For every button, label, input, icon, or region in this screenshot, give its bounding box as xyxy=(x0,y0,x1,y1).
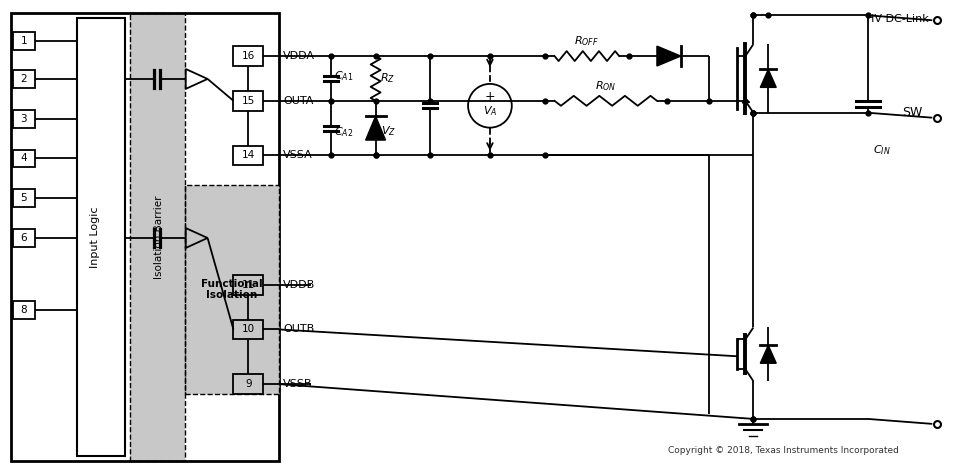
Text: 14: 14 xyxy=(242,151,255,160)
Polygon shape xyxy=(657,46,681,66)
Bar xyxy=(130,13,184,461)
Text: 10: 10 xyxy=(242,324,255,335)
Text: Functional
Isolation: Functional Isolation xyxy=(201,279,263,301)
Text: HV DC-Link: HV DC-Link xyxy=(866,14,929,24)
Text: 4: 4 xyxy=(20,153,27,163)
Text: 1: 1 xyxy=(20,36,27,46)
Bar xyxy=(12,229,34,247)
Text: $R_{ON}$: $R_{ON}$ xyxy=(595,79,617,93)
Text: 5: 5 xyxy=(20,193,27,203)
Bar xyxy=(233,320,264,339)
Bar xyxy=(184,185,279,394)
Text: $C_{A2}$: $C_{A2}$ xyxy=(334,125,353,139)
Bar xyxy=(12,189,34,207)
Text: $C_{A1}$: $C_{A1}$ xyxy=(334,69,353,84)
Text: 3: 3 xyxy=(20,114,27,124)
Text: $R_{OFF}$: $R_{OFF}$ xyxy=(574,34,600,48)
Bar xyxy=(233,91,264,111)
Text: Input Logic: Input Logic xyxy=(91,206,100,268)
Text: Copyright © 2018, Texas Instruments Incorporated: Copyright © 2018, Texas Instruments Inco… xyxy=(668,446,899,455)
Bar xyxy=(77,18,125,455)
Text: VDDB: VDDB xyxy=(283,280,315,290)
Polygon shape xyxy=(366,116,386,140)
Bar xyxy=(12,32,34,50)
Bar xyxy=(12,150,34,168)
Text: VSSB: VSSB xyxy=(283,379,312,389)
Bar xyxy=(233,275,264,295)
Text: $R_Z$: $R_Z$ xyxy=(379,72,394,85)
Text: 15: 15 xyxy=(242,96,255,106)
Text: +: + xyxy=(484,90,496,103)
Text: $C_{IN}$: $C_{IN}$ xyxy=(873,143,890,157)
Bar xyxy=(12,110,34,127)
Text: VSSA: VSSA xyxy=(283,151,313,160)
Text: OUTB: OUTB xyxy=(283,324,314,335)
Text: 2: 2 xyxy=(20,74,27,84)
Bar xyxy=(130,13,184,461)
Text: Isolation Barrier: Isolation Barrier xyxy=(154,195,164,279)
Text: 6: 6 xyxy=(20,233,27,243)
Bar xyxy=(233,46,264,66)
Text: SW: SW xyxy=(902,106,923,119)
Text: 9: 9 xyxy=(245,379,252,389)
Text: 11: 11 xyxy=(242,280,255,290)
Bar xyxy=(12,301,34,319)
Bar xyxy=(233,145,264,165)
Polygon shape xyxy=(760,69,776,87)
Bar xyxy=(233,374,264,394)
Text: VDDA: VDDA xyxy=(283,51,315,61)
Bar xyxy=(12,70,34,88)
Text: OUTA: OUTA xyxy=(283,96,313,106)
Text: 16: 16 xyxy=(242,51,255,61)
Text: $V_A$: $V_A$ xyxy=(482,104,498,118)
Polygon shape xyxy=(760,346,776,363)
Bar xyxy=(11,13,279,461)
Text: 8: 8 xyxy=(20,304,27,314)
Text: $V_Z$: $V_Z$ xyxy=(381,124,395,138)
